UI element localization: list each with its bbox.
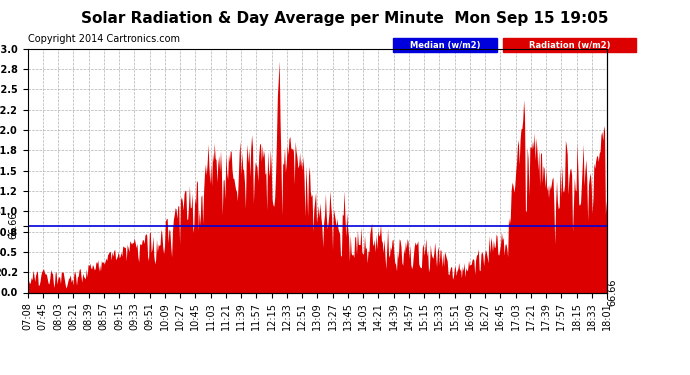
Bar [503,38,636,52]
Text: Radiation (w/m2): Radiation (w/m2) [529,40,610,50]
Text: Solar Radiation & Day Average per Minute  Mon Sep 15 19:05: Solar Radiation & Day Average per Minute… [81,11,609,26]
Bar [393,38,497,52]
Text: 66.66: 66.66 [607,279,617,306]
Text: Copyright 2014 Cartronics.com: Copyright 2014 Cartronics.com [28,34,179,44]
Text: Median (w/m2): Median (w/m2) [410,40,480,50]
